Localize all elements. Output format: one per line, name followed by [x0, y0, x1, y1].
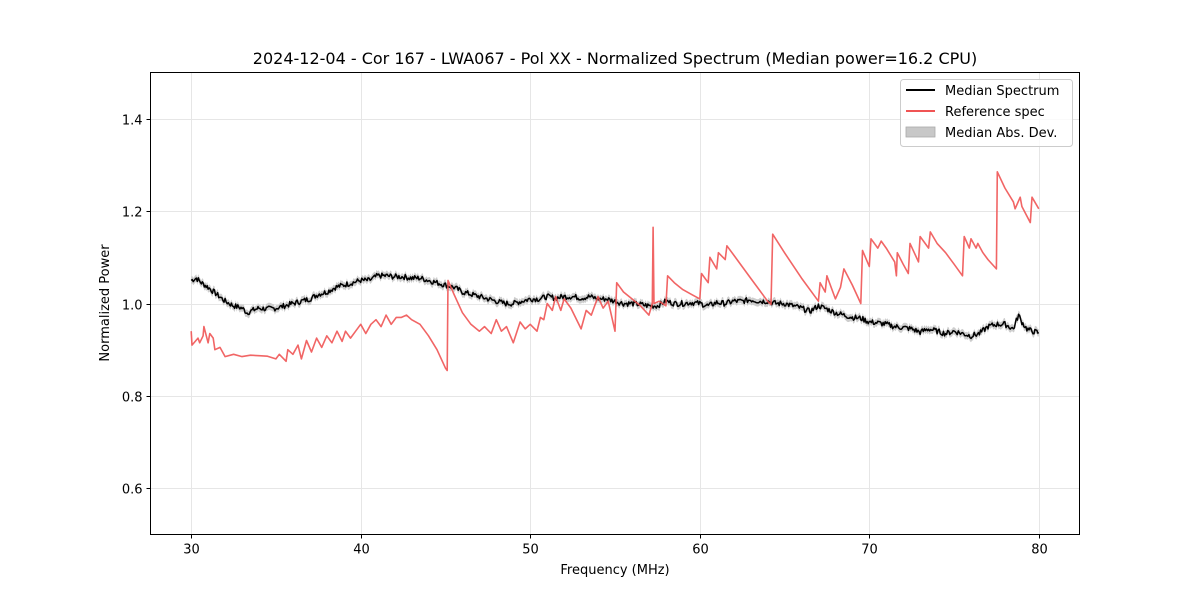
legend: Median Spectrum Reference spec Median Ab…	[900, 79, 1073, 147]
y-tick-label: 0.6	[122, 483, 143, 498]
y-tick-label: 0.8	[122, 391, 143, 406]
x-axis-ticks: 30 40 50 60 70 80	[183, 534, 1048, 558]
legend-label-median: Median Spectrum	[945, 84, 1059, 99]
legend-label-mad: Median Abs. Dev.	[945, 126, 1057, 141]
chart-title: 2024-12-04 - Cor 167 - LWA067 - Pol XX -…	[253, 49, 977, 68]
y-axis-ticks: 0.6 0.8 1.0 1.2 1.4	[122, 114, 151, 498]
legend-label-reference: Reference spec	[945, 105, 1045, 120]
legend-box	[900, 79, 1073, 147]
axes-frame	[150, 72, 1080, 535]
x-tick-label: 30	[183, 543, 200, 558]
x-tick-label: 50	[522, 543, 539, 558]
x-tick-label: 70	[861, 543, 878, 558]
y-tick-label: 1.2	[122, 206, 143, 221]
y-tick-label: 1.4	[122, 114, 143, 129]
legend-swatch-mad	[905, 126, 936, 138]
x-tick-label: 80	[1031, 543, 1048, 558]
y-tick-label: 1.0	[122, 299, 143, 314]
y-axis-label: Normalized Power	[98, 244, 113, 362]
x-tick-label: 60	[692, 543, 709, 558]
x-tick-label: 40	[353, 543, 370, 558]
x-axis-label: Frequency (MHz)	[560, 563, 669, 578]
reference-spectrum-line	[190, 171, 1040, 372]
median-spectrum-line	[190, 272, 1040, 340]
series-lines	[190, 171, 1040, 372]
